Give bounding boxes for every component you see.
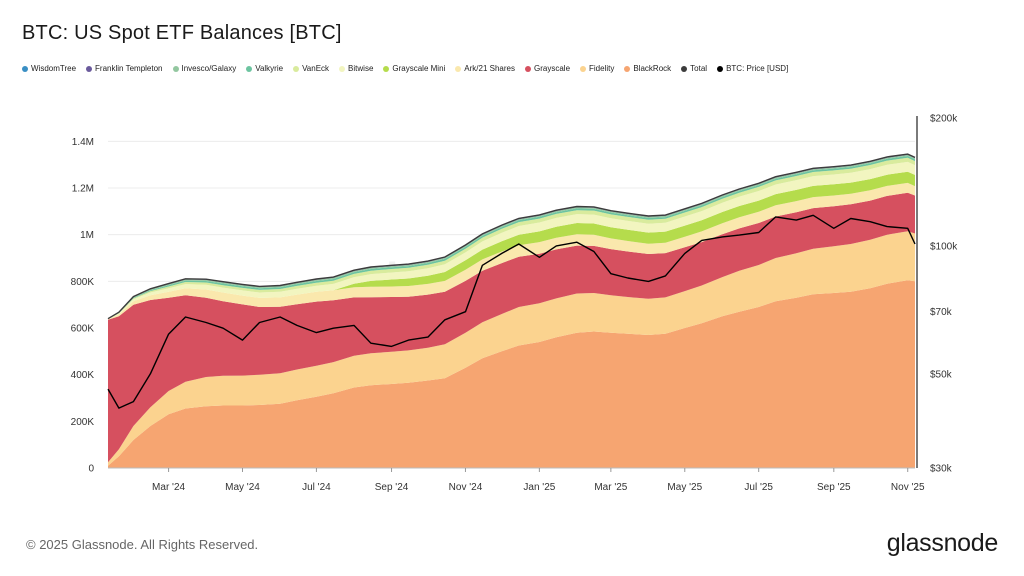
- legend-dot-icon: [339, 65, 346, 72]
- legend-label: WisdomTree: [31, 64, 77, 73]
- legend-label: Franklin Templeton: [95, 64, 163, 73]
- legend-dot-icon: [681, 65, 688, 72]
- x-tick-label: Jul '24: [302, 482, 331, 493]
- legend-label: Grayscale: [534, 64, 571, 73]
- legend-label: Grayscale Mini: [392, 64, 446, 73]
- y2-tick-label: $30k: [930, 464, 953, 475]
- legend-item[interactable]: Invesco/Galaxy: [172, 64, 237, 73]
- legend: WisdomTree Franklin Templeton Invesco/Gala…: [22, 64, 788, 73]
- legend-label: VanEck: [302, 64, 330, 73]
- y-tick-label: 1.4M: [72, 137, 94, 148]
- area-vaneck: [108, 157, 915, 320]
- legend-label: BTC: Price [USD]: [726, 64, 789, 73]
- legend-label: Ark/21 Shares: [464, 64, 515, 73]
- total-series-line: [107, 153, 916, 320]
- y-tick-label: 600K: [71, 324, 95, 335]
- legend-label: BlackRock: [633, 64, 672, 73]
- price-series-line: [107, 214, 916, 409]
- chart-title: BTC: US Spot ETF Balances [BTC]: [22, 22, 342, 44]
- legend-item[interactable]: VanEck: [293, 64, 329, 73]
- legend-item[interactable]: BlackRock: [624, 64, 671, 73]
- y2-tick-label: $200k: [930, 114, 958, 125]
- legend-label: Bitwise: [348, 64, 374, 73]
- legend-item[interactable]: Total: [681, 64, 707, 73]
- y2-tick-label: $70k: [930, 307, 953, 318]
- y-tick-label: 200K: [71, 417, 95, 428]
- legend-dot-icon: [624, 65, 631, 72]
- y2-tick-label: $100k: [930, 241, 958, 252]
- legend-dot-icon: [717, 65, 724, 72]
- price-line: [107, 214, 916, 409]
- area-ark-21-shares: [108, 182, 915, 320]
- axes: 0 200K 400K 600K 800K 1M 1.2M 1.4M $30k $50k $70k $…: [71, 114, 959, 494]
- legend-item[interactable]: Franklin Templeton: [86, 64, 163, 73]
- legend-dot-icon: [22, 65, 28, 72]
- legend-label: Invesco/Galaxy: [181, 64, 237, 73]
- area-grayscale: [108, 192, 915, 463]
- x-tick-label: Sep '25: [817, 482, 851, 493]
- legend-dot-icon: [86, 65, 93, 72]
- x-tick-label: Jan '25: [523, 482, 555, 493]
- x-tick-label: May '25: [667, 482, 702, 493]
- legend-label: Valkyrie: [255, 64, 284, 73]
- area-fidelity: [108, 231, 915, 466]
- area-blackrock: [108, 280, 915, 468]
- x-tick-label: Mar '24: [152, 482, 185, 493]
- legend-label: Total: [690, 64, 708, 73]
- area-grayscale-mini: [108, 171, 915, 320]
- y-tick-label: 1M: [80, 230, 94, 241]
- x-tick-label: Mar '25: [594, 482, 627, 493]
- legend-dot-icon: [455, 65, 462, 72]
- legend-dot-icon: [580, 65, 587, 72]
- copyright-text: © 2025 Glassnode. All Rights Reserved.: [26, 537, 259, 552]
- y2-tick-label: $50k: [930, 369, 953, 380]
- legend-item[interactable]: Valkyrie: [246, 64, 283, 73]
- x-tick-label: Jul '25: [744, 482, 773, 493]
- stacked-areas: [108, 154, 915, 468]
- legend-dot-icon: [383, 65, 390, 72]
- legend-item[interactable]: BTC: Price [USD]: [717, 64, 788, 73]
- legend-item[interactable]: Bitwise: [339, 64, 373, 73]
- x-tick-label: Sep '24: [375, 482, 409, 493]
- legend-item[interactable]: WisdomTree: [22, 64, 76, 73]
- y-tick-label: 0: [88, 464, 94, 475]
- y-tick-label: 1.2M: [72, 184, 94, 195]
- brand-logo: glassnode: [886, 529, 999, 557]
- total-line: [107, 153, 916, 320]
- legend-label: Fidelity: [589, 64, 615, 73]
- legend-item[interactable]: Grayscale Mini: [383, 64, 445, 73]
- legend-item[interactable]: Ark/21 Shares: [455, 64, 515, 73]
- y-tick-label: 800K: [71, 277, 95, 288]
- x-tick-label: Nov '24: [449, 482, 483, 493]
- y-tick-label: 400K: [71, 370, 95, 381]
- legend-item[interactable]: Grayscale: [525, 64, 570, 73]
- legend-dot-icon: [525, 65, 531, 72]
- x-tick-label: Nov '25: [891, 482, 925, 493]
- x-tick-label: May '24: [225, 482, 260, 493]
- legend-dot-icon: [293, 65, 300, 72]
- area-bitwise: [108, 161, 915, 320]
- legend-item[interactable]: Fidelity: [580, 64, 614, 73]
- legend-dot-icon: [246, 65, 253, 72]
- legend-dot-icon: [172, 65, 179, 72]
